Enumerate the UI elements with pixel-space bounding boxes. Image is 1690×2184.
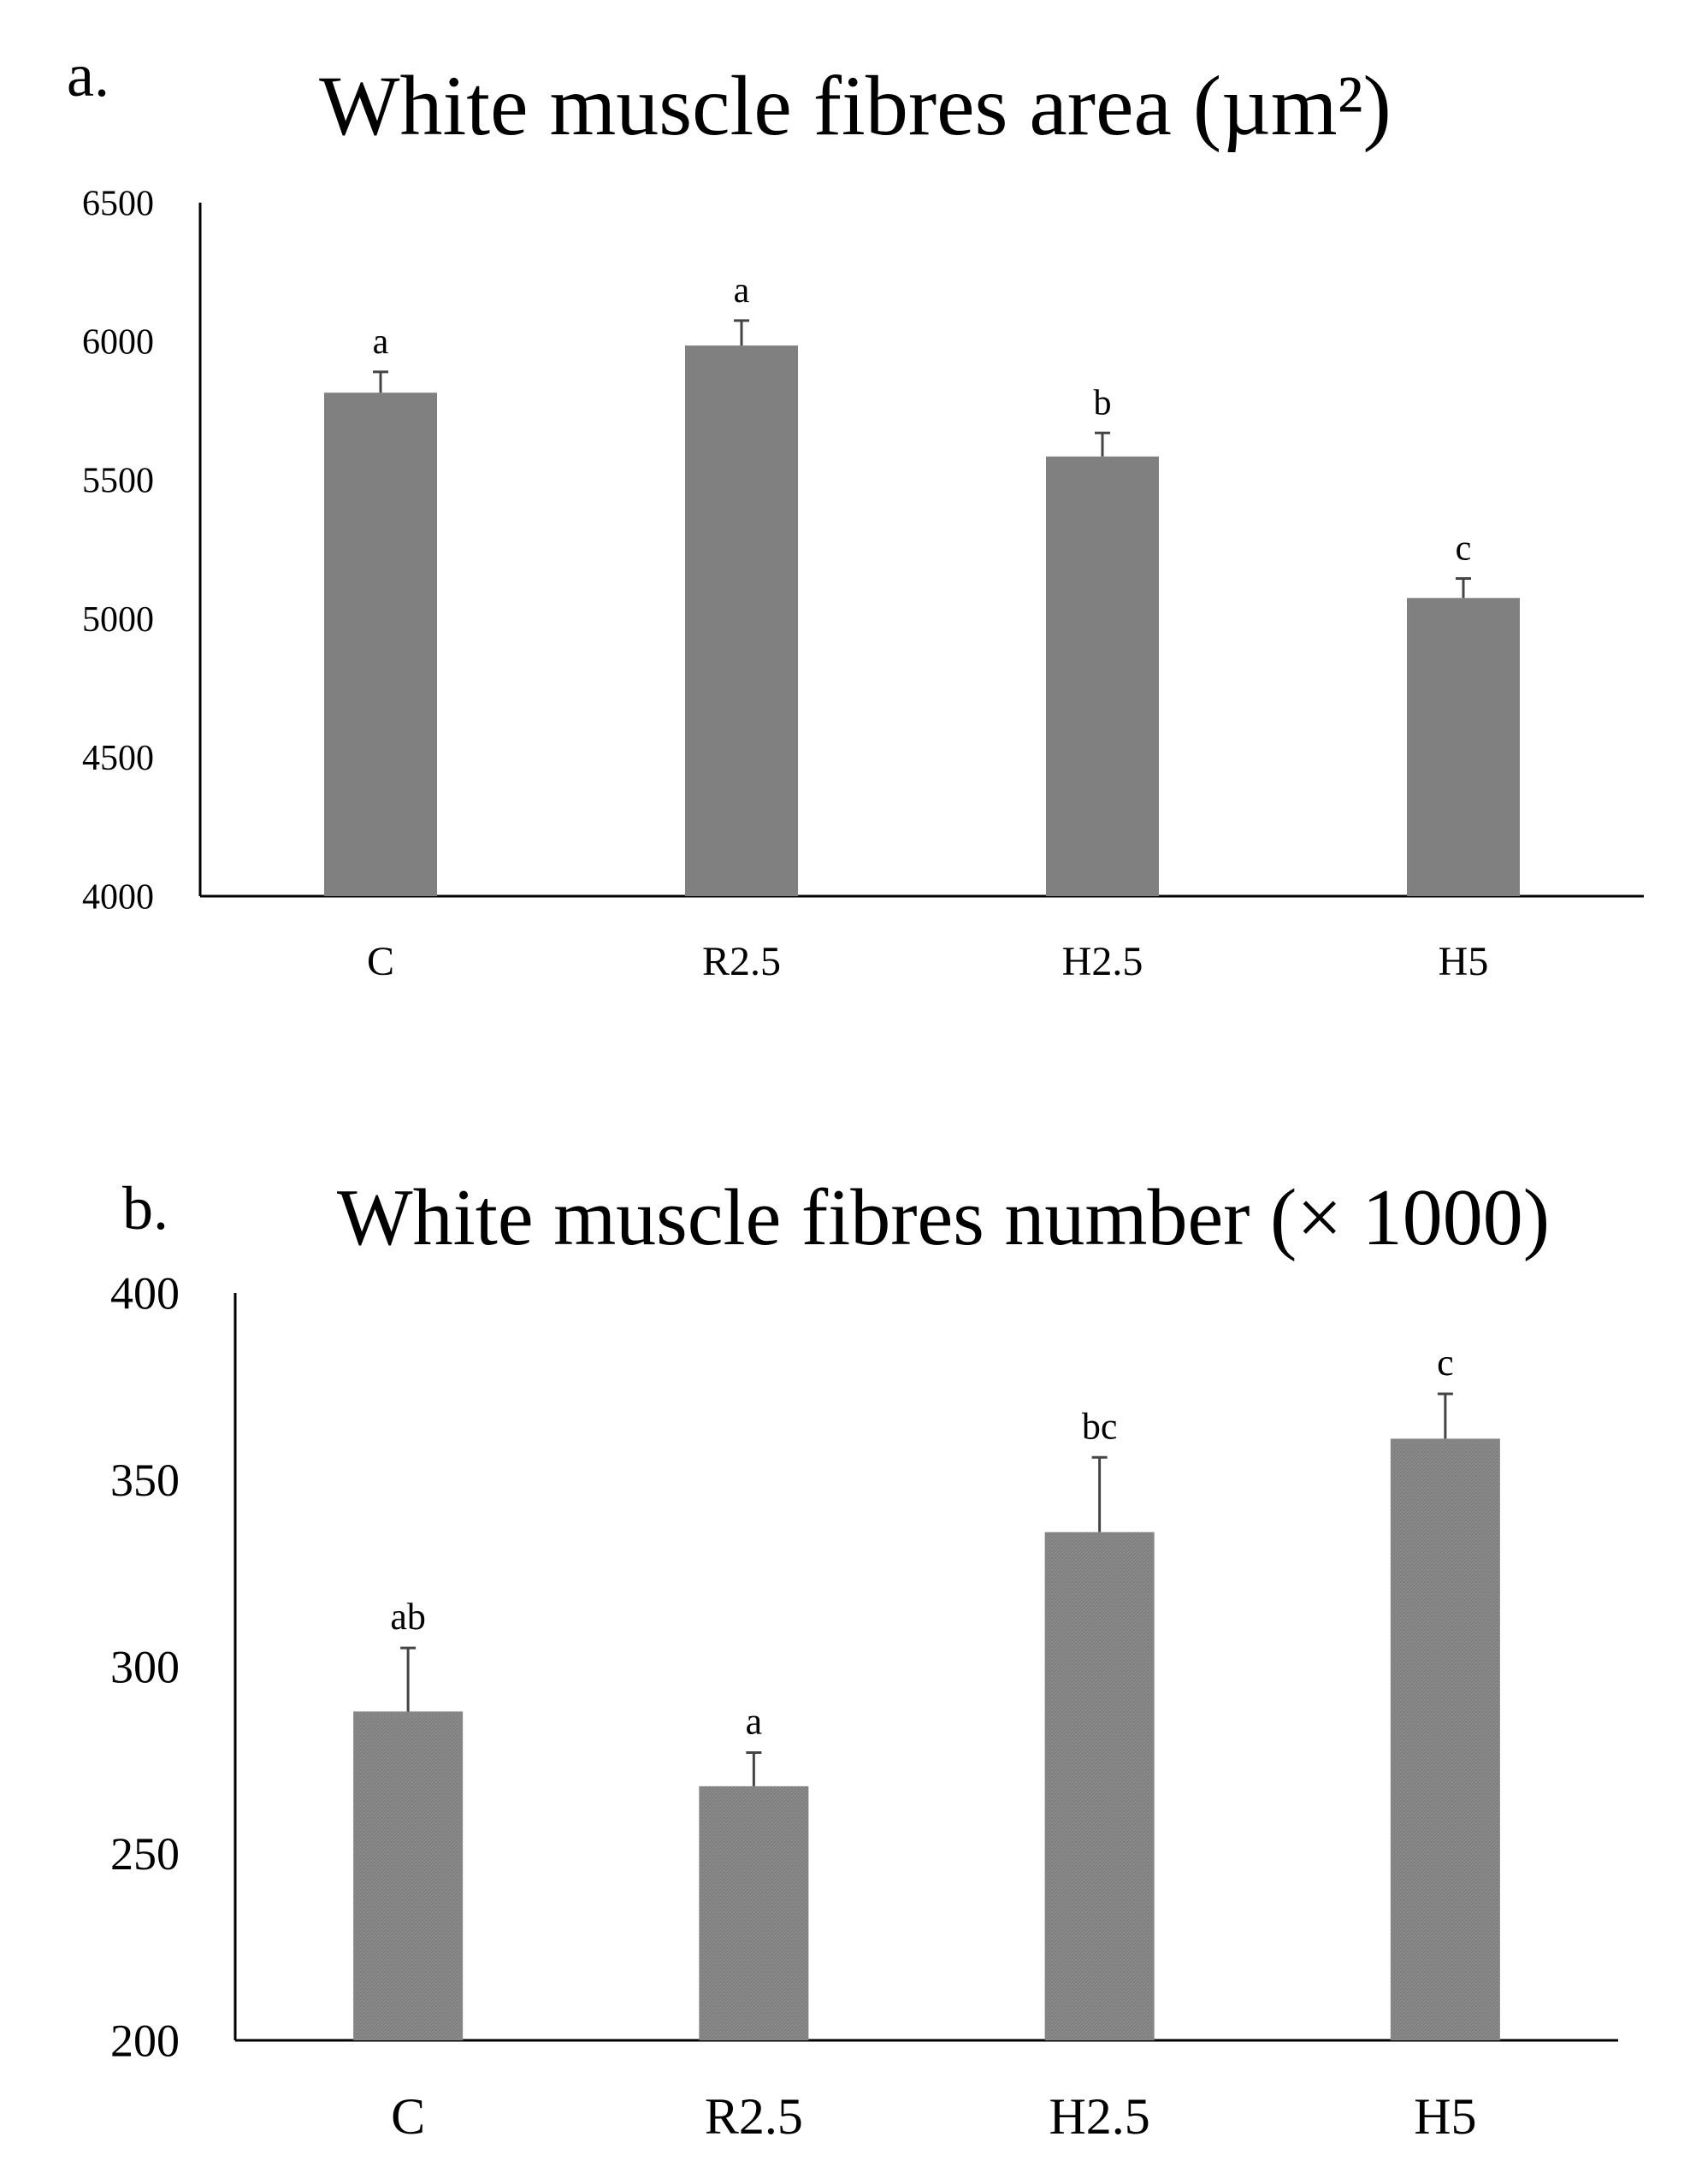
panel-b-x-tick-label: H5 <box>1414 2088 1476 2145</box>
panel-a-bar <box>1046 456 1159 896</box>
panel-a-y-tick-label: 6000 <box>82 322 154 362</box>
panel-b-significance-label: c <box>1437 1342 1454 1384</box>
panel-b-x-tick-label: C <box>391 2088 425 2145</box>
panel-a-significance-label: b <box>1094 383 1112 422</box>
panel-a-bar <box>685 345 798 896</box>
panel-a-significance-label: c <box>1456 529 1472 569</box>
panel-b-bar <box>1390 1438 1500 2040</box>
panel-a-y-tick-label: 5000 <box>82 600 154 640</box>
panel-a-significance-label: a <box>734 271 750 310</box>
panel-a-significance-label: a <box>373 322 389 362</box>
panel-b-y-tick-label: 250 <box>110 1828 180 1880</box>
panel-a-x-tick-label: H2.5 <box>1062 939 1143 984</box>
panel-a-plot: 4000 4500 5000 5500 6000 6500 a Ca R2.5 b H2.5 c H5 <box>82 184 1644 984</box>
panel-b-y-tick-label: 200 <box>110 2015 180 2066</box>
panel-b-letter: b. <box>122 1174 168 1243</box>
panel-a-bar <box>1407 598 1520 896</box>
panel-a-x-tick-label: C <box>367 939 394 984</box>
panel-b-y-tick-label: 350 <box>110 1455 180 1506</box>
panel-a-y-tick-label: 4000 <box>82 877 154 917</box>
panel-b-significance-label: a <box>746 1701 763 1743</box>
panel-b-x-tick-label: H2.5 <box>1049 2088 1149 2145</box>
panel-a: a. White muscle fibres area (µm²) 4000 45… <box>67 41 1644 984</box>
panel-b-plot: 200 250 300 350 400 ab Ca R2.5 bc H2.5 c H5 <box>110 1267 1618 2145</box>
panel-b-title: White muscle fibres number (× 1000) <box>337 1173 1550 1262</box>
panel-b-x-tick-label: R2.5 <box>705 2088 803 2145</box>
panel-a-x-tick-label: R2.5 <box>702 939 781 984</box>
panel-b-significance-label: ab <box>390 1596 426 1638</box>
panel-a-y-tick-label: 6500 <box>82 184 154 223</box>
panel-b: b. White muscle fibres number (× 1000) 2… <box>110 1173 1618 2145</box>
panel-b-y-tick-label: 300 <box>110 1641 180 1692</box>
panel-a-y-tick-label: 5500 <box>82 462 154 501</box>
panel-b-y-tick-label: 400 <box>110 1267 180 1319</box>
panel-a-bar <box>324 393 437 896</box>
panel-b-bar <box>1044 1532 1155 2040</box>
panel-a-y-tick-label: 4500 <box>82 739 154 778</box>
panel-a-title: White muscle fibres area (µm²) <box>319 58 1392 153</box>
panel-a-letter: a. <box>67 41 109 109</box>
panel-b-bar <box>353 1711 464 2040</box>
panel-a-x-tick-label: H5 <box>1439 939 1489 984</box>
panel-b-bar <box>699 1786 809 2040</box>
panel-b-significance-label: bc <box>1082 1405 1118 1447</box>
